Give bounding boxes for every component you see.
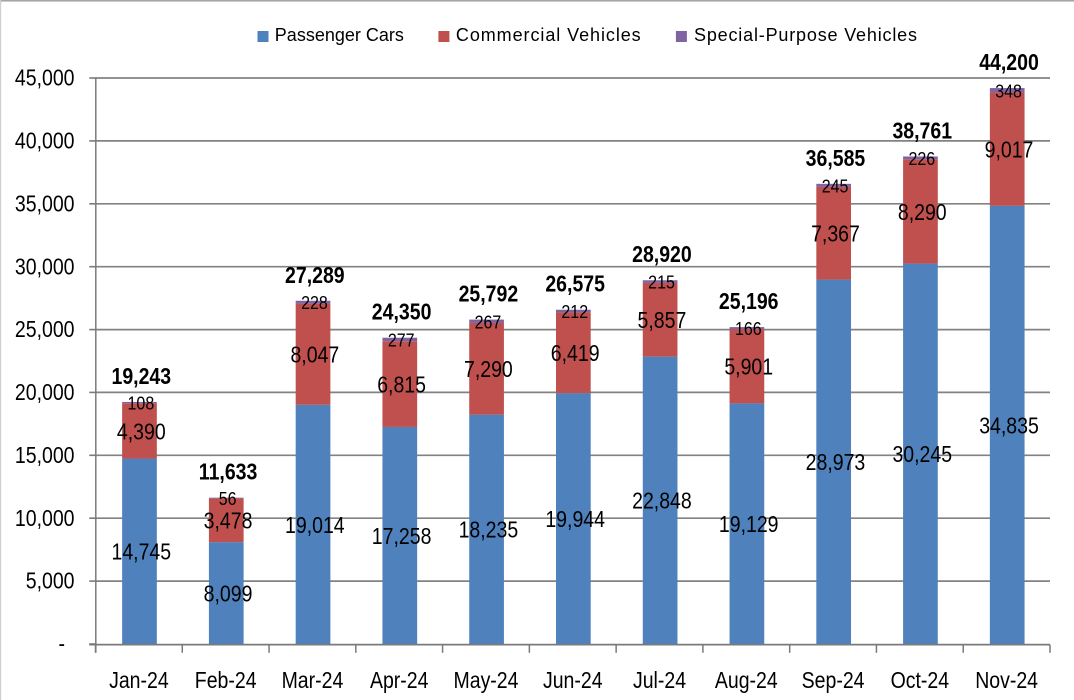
svg-text:38,761: 38,761 (892, 118, 952, 144)
svg-text:8,099: 8,099 (204, 581, 253, 607)
svg-text:166: 166 (735, 318, 762, 340)
svg-text:Mar-24: Mar-24 (282, 668, 344, 694)
svg-text:19,944: 19,944 (545, 506, 605, 532)
svg-text:28,920: 28,920 (632, 242, 692, 268)
svg-text:228: 228 (301, 292, 328, 314)
svg-text:8,047: 8,047 (290, 342, 339, 368)
svg-text:Special-Purpose Vehicles: Special-Purpose Vehicles (694, 25, 918, 45)
svg-text:30,000: 30,000 (15, 254, 75, 280)
svg-text:267: 267 (475, 311, 502, 333)
svg-text:25,196: 25,196 (719, 289, 779, 315)
svg-text:5,857: 5,857 (638, 308, 687, 334)
svg-text:40,000: 40,000 (15, 128, 75, 154)
svg-text:36,585: 36,585 (806, 145, 866, 171)
svg-text:14,745: 14,745 (111, 539, 171, 565)
svg-text:28,973: 28,973 (806, 450, 866, 476)
svg-text:24,350: 24,350 (372, 299, 432, 325)
svg-text:Oct-24: Oct-24 (891, 668, 950, 694)
svg-text:226: 226 (908, 148, 935, 170)
svg-text:Nov-24: Nov-24 (975, 668, 1038, 694)
svg-text:27,289: 27,289 (285, 262, 345, 288)
svg-text:25,792: 25,792 (459, 281, 519, 307)
svg-text:11,633: 11,633 (199, 459, 258, 485)
svg-text:108: 108 (128, 392, 155, 414)
svg-text:3,478: 3,478 (204, 508, 253, 534)
svg-text:19,129: 19,129 (719, 512, 779, 538)
svg-text:May-24: May-24 (453, 668, 518, 694)
svg-text:19,014: 19,014 (285, 512, 345, 538)
svg-text:277: 277 (388, 329, 415, 351)
svg-text:9,017: 9,017 (985, 137, 1034, 163)
svg-text:35,000: 35,000 (15, 191, 75, 217)
svg-text:Passenger Cars: Passenger Cars (275, 25, 404, 45)
svg-text:5,000: 5,000 (26, 568, 75, 594)
svg-text:348: 348 (995, 80, 1022, 102)
svg-text:245: 245 (822, 175, 849, 197)
svg-text:Sep-24: Sep-24 (802, 668, 865, 694)
svg-text:18,235: 18,235 (459, 517, 519, 543)
svg-text:25,000: 25,000 (15, 317, 75, 343)
svg-text:215: 215 (648, 271, 675, 293)
svg-text:7,290: 7,290 (464, 357, 513, 383)
svg-text:-: - (58, 631, 65, 657)
svg-text:44,200: 44,200 (979, 50, 1039, 76)
svg-text:15,000: 15,000 (15, 442, 75, 468)
svg-text:6,419: 6,419 (551, 341, 600, 367)
svg-text:8,290: 8,290 (898, 199, 947, 225)
svg-text:34,835: 34,835 (979, 413, 1039, 439)
svg-text:22,848: 22,848 (632, 488, 692, 514)
svg-text:Jul-24: Jul-24 (633, 668, 686, 694)
svg-text:7,367: 7,367 (811, 221, 860, 247)
svg-text:Commercial Vehicles: Commercial Vehicles (456, 25, 642, 45)
svg-text:17,258: 17,258 (372, 523, 432, 549)
svg-text:56: 56 (219, 488, 237, 510)
svg-text:Apr-24: Apr-24 (370, 668, 429, 694)
svg-text:5,901: 5,901 (724, 354, 773, 380)
svg-text:20,000: 20,000 (15, 380, 75, 406)
svg-text:4,390: 4,390 (117, 419, 166, 445)
svg-text:45,000: 45,000 (15, 65, 75, 91)
svg-text:Jan-24: Jan-24 (109, 668, 169, 694)
svg-text:Jun-24: Jun-24 (543, 668, 603, 694)
svg-text:Aug-24: Aug-24 (715, 668, 778, 694)
svg-text:212: 212 (561, 301, 588, 323)
svg-text:Feb-24: Feb-24 (195, 668, 257, 694)
svg-text:30,245: 30,245 (892, 442, 952, 468)
svg-text:26,575: 26,575 (545, 271, 605, 297)
svg-text:6,815: 6,815 (377, 372, 426, 398)
svg-text:10,000: 10,000 (15, 505, 75, 531)
svg-text:19,243: 19,243 (111, 363, 171, 389)
